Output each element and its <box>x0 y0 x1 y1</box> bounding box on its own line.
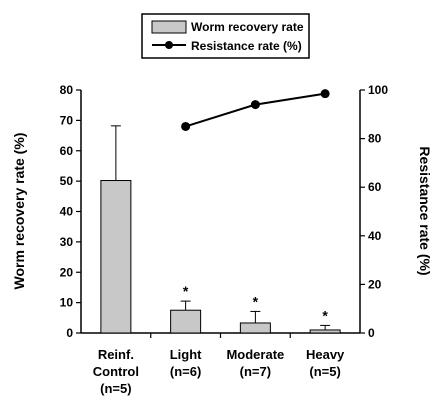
x-category-label: Heavy <box>306 347 345 362</box>
resistance-point <box>181 121 191 131</box>
x-category-label: (n=5) <box>100 381 131 396</box>
legend-label-bar: Worm recovery rate <box>191 20 304 34</box>
y-tick-right-label: 20 <box>368 277 382 291</box>
y-axis-title-right: Resistance rate (%) <box>417 146 433 275</box>
significance-marker: * <box>183 283 189 299</box>
y-tick-left-label: 0 <box>66 326 73 340</box>
plot-area: 0 10 20 30 40 50 60 70 80 0 20 40 60 80 100 * * * Reinf. Co… <box>60 83 389 396</box>
y-axis-title-left: Worm recovery rate (%) <box>11 133 27 290</box>
legend: Worm recovery rate Resistance rate (%) <box>141 13 310 59</box>
y-tick-left-label: 50 <box>60 174 74 188</box>
legend-swatch-bar <box>151 20 187 34</box>
x-category-label: Light <box>170 347 202 362</box>
x-category-label: (n=7) <box>240 364 271 379</box>
y-tick-left-label: 10 <box>60 296 74 310</box>
legend-label-line: Resistance rate (%) <box>191 39 302 53</box>
legend-swatch-marker <box>165 41 173 49</box>
x-category-label: Reinf. <box>98 347 134 362</box>
y-tick-left-label: 30 <box>60 235 74 249</box>
y-tick-right-label: 100 <box>368 83 388 97</box>
bar <box>170 309 202 334</box>
bar <box>100 180 132 334</box>
y-tick-right-label: 40 <box>368 229 382 243</box>
x-category-label: Control <box>93 364 139 379</box>
resistance-point <box>320 89 330 99</box>
resistance-line <box>185 92 326 128</box>
y-tick-left-label: 60 <box>60 144 74 158</box>
y-tick-left-label: 80 <box>60 83 74 97</box>
y-tick-right-label: 60 <box>368 180 382 194</box>
y-tick-left-label: 70 <box>60 113 74 127</box>
x-category-label: Moderate <box>226 347 284 362</box>
x-category-label: (n=6) <box>170 364 201 379</box>
bar <box>309 329 341 334</box>
significance-marker: * <box>322 307 328 323</box>
y-tick-right-label: 80 <box>368 132 382 146</box>
y-tick-left-label: 40 <box>60 205 74 219</box>
y-tick-right-label: 0 <box>368 326 375 340</box>
x-category-label: (n=5) <box>309 364 340 379</box>
significance-marker: * <box>253 293 259 309</box>
y-tick-left-label: 20 <box>60 265 74 279</box>
resistance-point <box>250 100 260 110</box>
bar <box>239 322 271 334</box>
